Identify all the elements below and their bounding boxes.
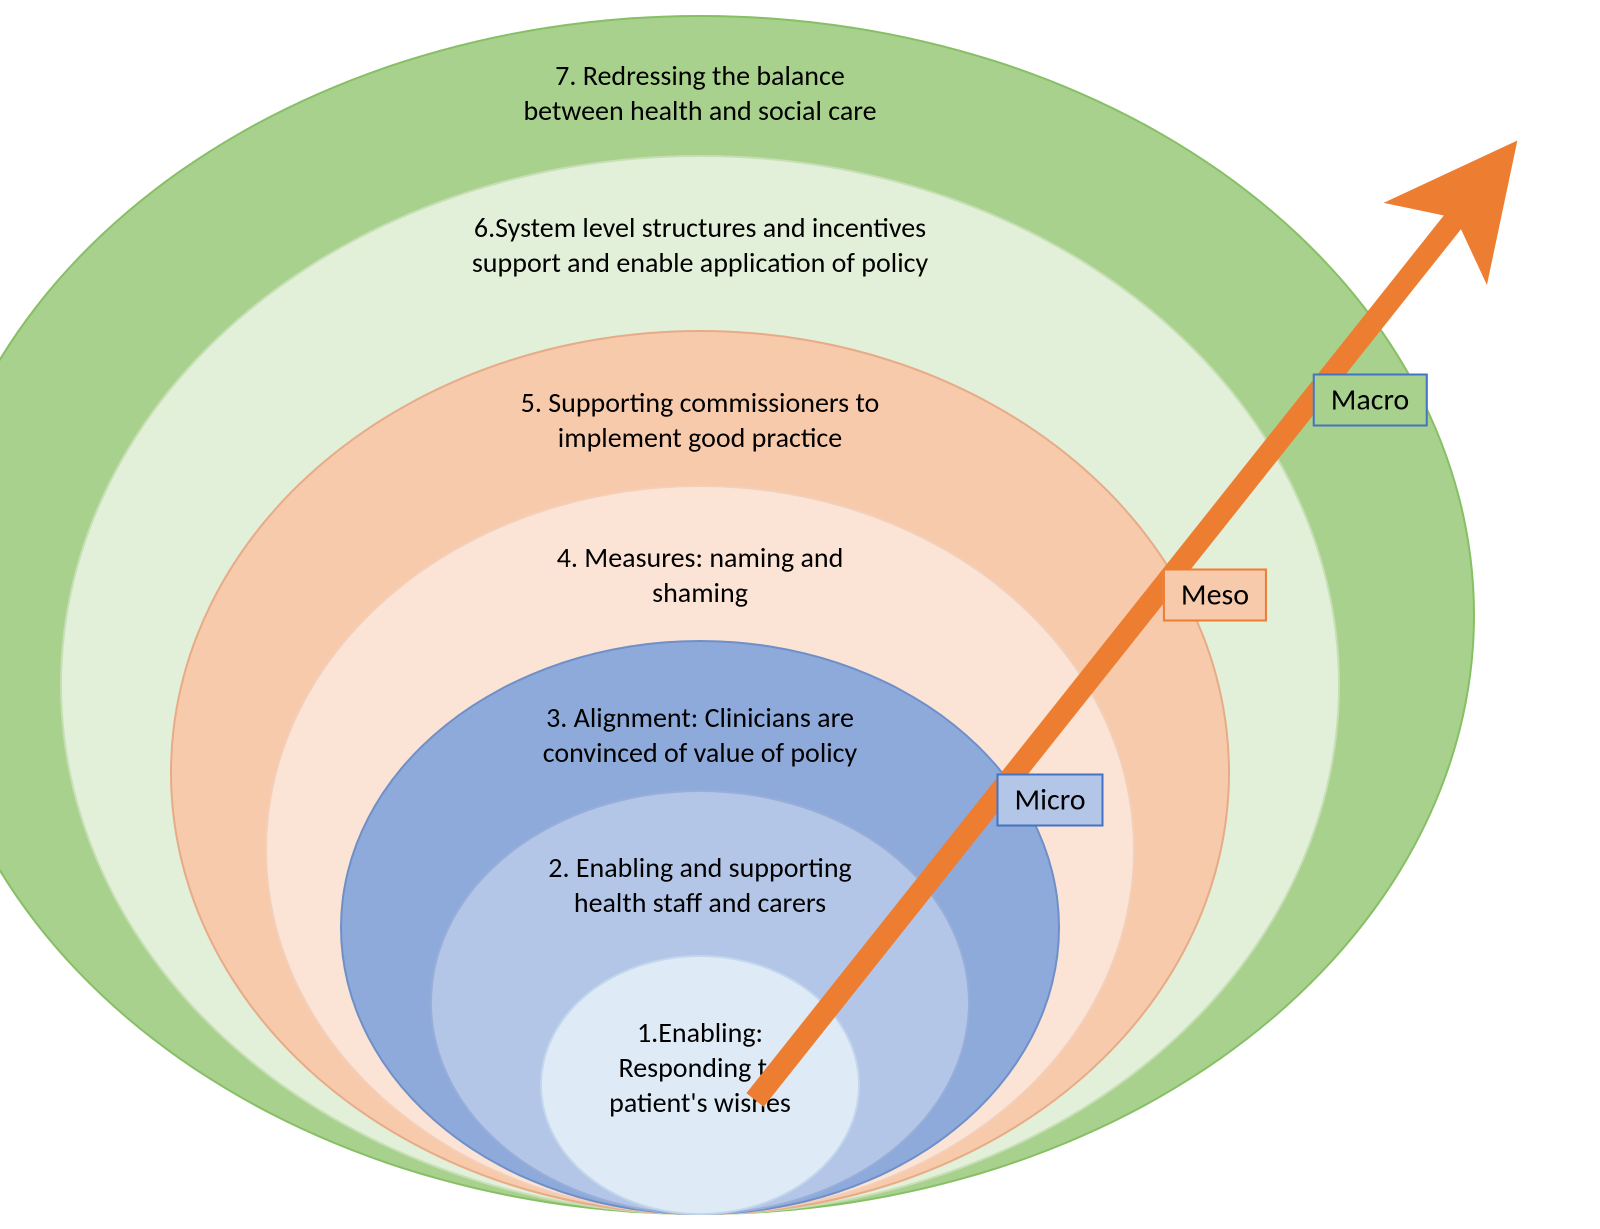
- diagram-canvas: 7. Redressing the balance between health…: [0, 0, 1600, 1229]
- ring-5-label: 5. Supporting commissioners to implement…: [521, 385, 880, 455]
- level-tag-meso-text: Meso: [1181, 577, 1249, 614]
- ring-2-label: 2. Enabling and supporting health staff …: [548, 850, 851, 920]
- ring-6-label: 6.System level structures and incentives…: [472, 210, 928, 280]
- level-tag-macro-text: Macro: [1331, 382, 1410, 419]
- level-tag-micro-text: Micro: [1014, 782, 1085, 819]
- ring-4-label: 4. Measures: naming and shaming: [557, 540, 844, 610]
- ring-1-label: 1.Enabling: Responding to patient's wish…: [609, 1015, 791, 1120]
- ring-7-label: 7. Redressing the balance between health…: [523, 58, 876, 128]
- level-tag-micro: Micro: [996, 774, 1103, 827]
- ring-3-label: 3. Alignment: Clinicians are convinced o…: [543, 700, 857, 770]
- level-tag-meso: Meso: [1163, 569, 1267, 622]
- level-tag-macro: Macro: [1313, 374, 1428, 427]
